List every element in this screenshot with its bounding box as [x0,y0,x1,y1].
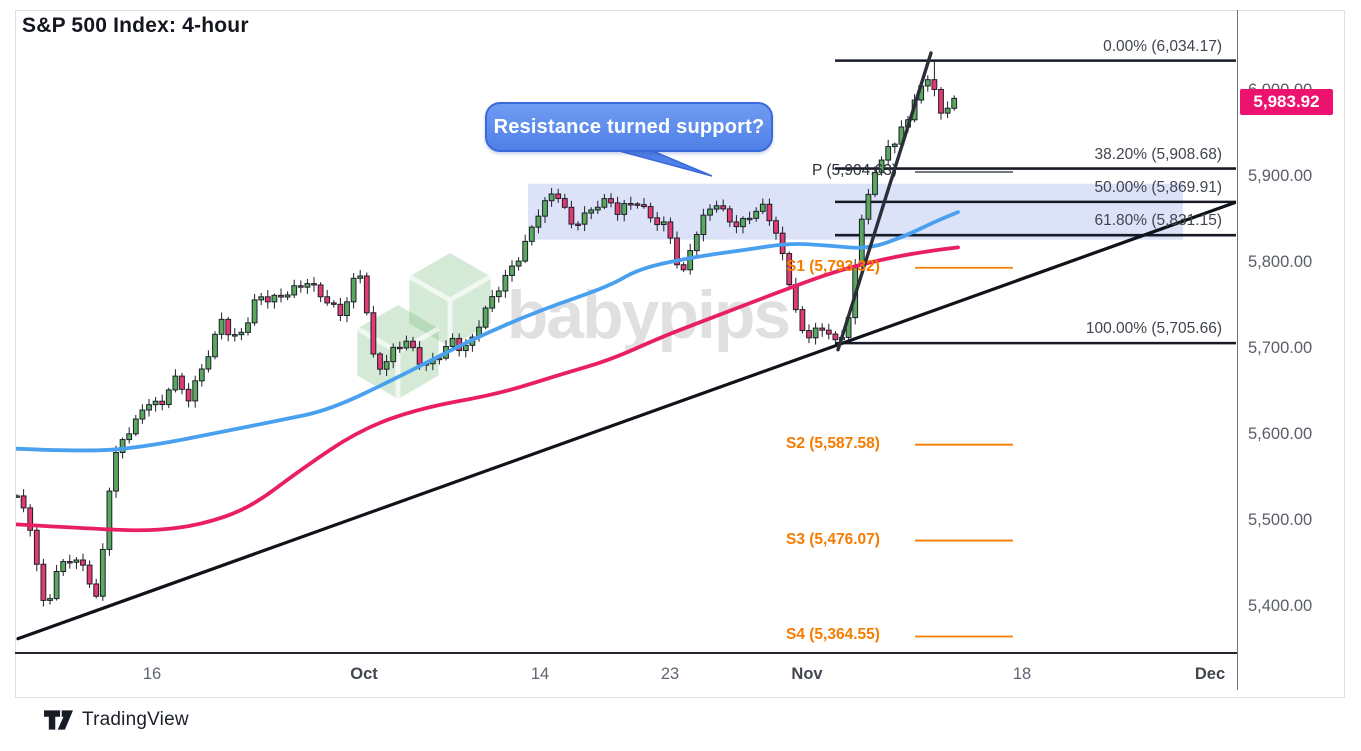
fib-lines-group[interactable] [835,59,1237,345]
price-axis-label: 5,900.00 [1248,167,1313,185]
tradingview-logo-text: TradingView [82,709,189,730]
price-axis-label: 5,800.00 [1248,253,1313,271]
time-axis-label: 14 [530,665,550,683]
time-axis-label: 18 [1012,665,1032,683]
price-axis-label: 5,500.00 [1248,511,1313,529]
time-axis-label: Dec [1194,665,1226,683]
ma-blue-line[interactable] [15,210,960,453]
rally-trendline[interactable] [836,51,933,352]
tradingview-logo-icon [44,710,73,730]
fib-level-label: 61.80% (5,831.15) [1094,212,1222,230]
ma-pink-line[interactable] [15,245,960,533]
babypips-watermark-text: babypips [507,277,790,353]
fib-level-label: 0.00% (6,034.17) [1103,37,1222,55]
time-axis-label: Oct [350,665,378,683]
tradingview-attribution[interactable]: TradingView [44,709,189,731]
fib-level-label: 50.00% (5,869.91) [1094,178,1222,196]
time-axis-label: Nov [791,665,823,683]
support-zone [528,183,1183,240]
pivot-level-label: S4 (5,364.55) [786,626,880,644]
price-axis-label: 5,700.00 [1248,339,1313,357]
annotation-callout[interactable]: Resistance turned support? [485,102,773,152]
pivot-level-label: S2 (5,587.58) [786,434,880,452]
candles-group[interactable] [15,60,958,607]
time-axis-separator[interactable] [15,652,1237,654]
fib-level-label: 100.00% (5,705.66) [1085,320,1222,338]
fib-level-label: 38.20% (5,908.68) [1094,145,1222,163]
callout-tail [611,148,713,177]
pivot-lines-group [915,171,1013,638]
price-axis-label: 5,400.00 [1248,597,1313,615]
price-axis-label: 5,600.00 [1248,425,1313,443]
babypips-watermark: babypips [356,253,791,399]
time-axis-label: 23 [660,665,680,683]
pivot-level-label: P (5,904.63) [811,162,897,180]
pivot-level-label: S1 (5,793.32) [786,257,880,275]
chart-title: S&P 500 Index: 4-hour [22,14,249,37]
pivot-level-label: S3 (5,476.07) [786,530,880,548]
price-axis-separator[interactable] [1237,10,1238,690]
last-price-badge: 5,983.92 [1240,89,1333,115]
time-axis-label: 16 [142,665,162,683]
trendline[interactable] [16,200,1237,641]
